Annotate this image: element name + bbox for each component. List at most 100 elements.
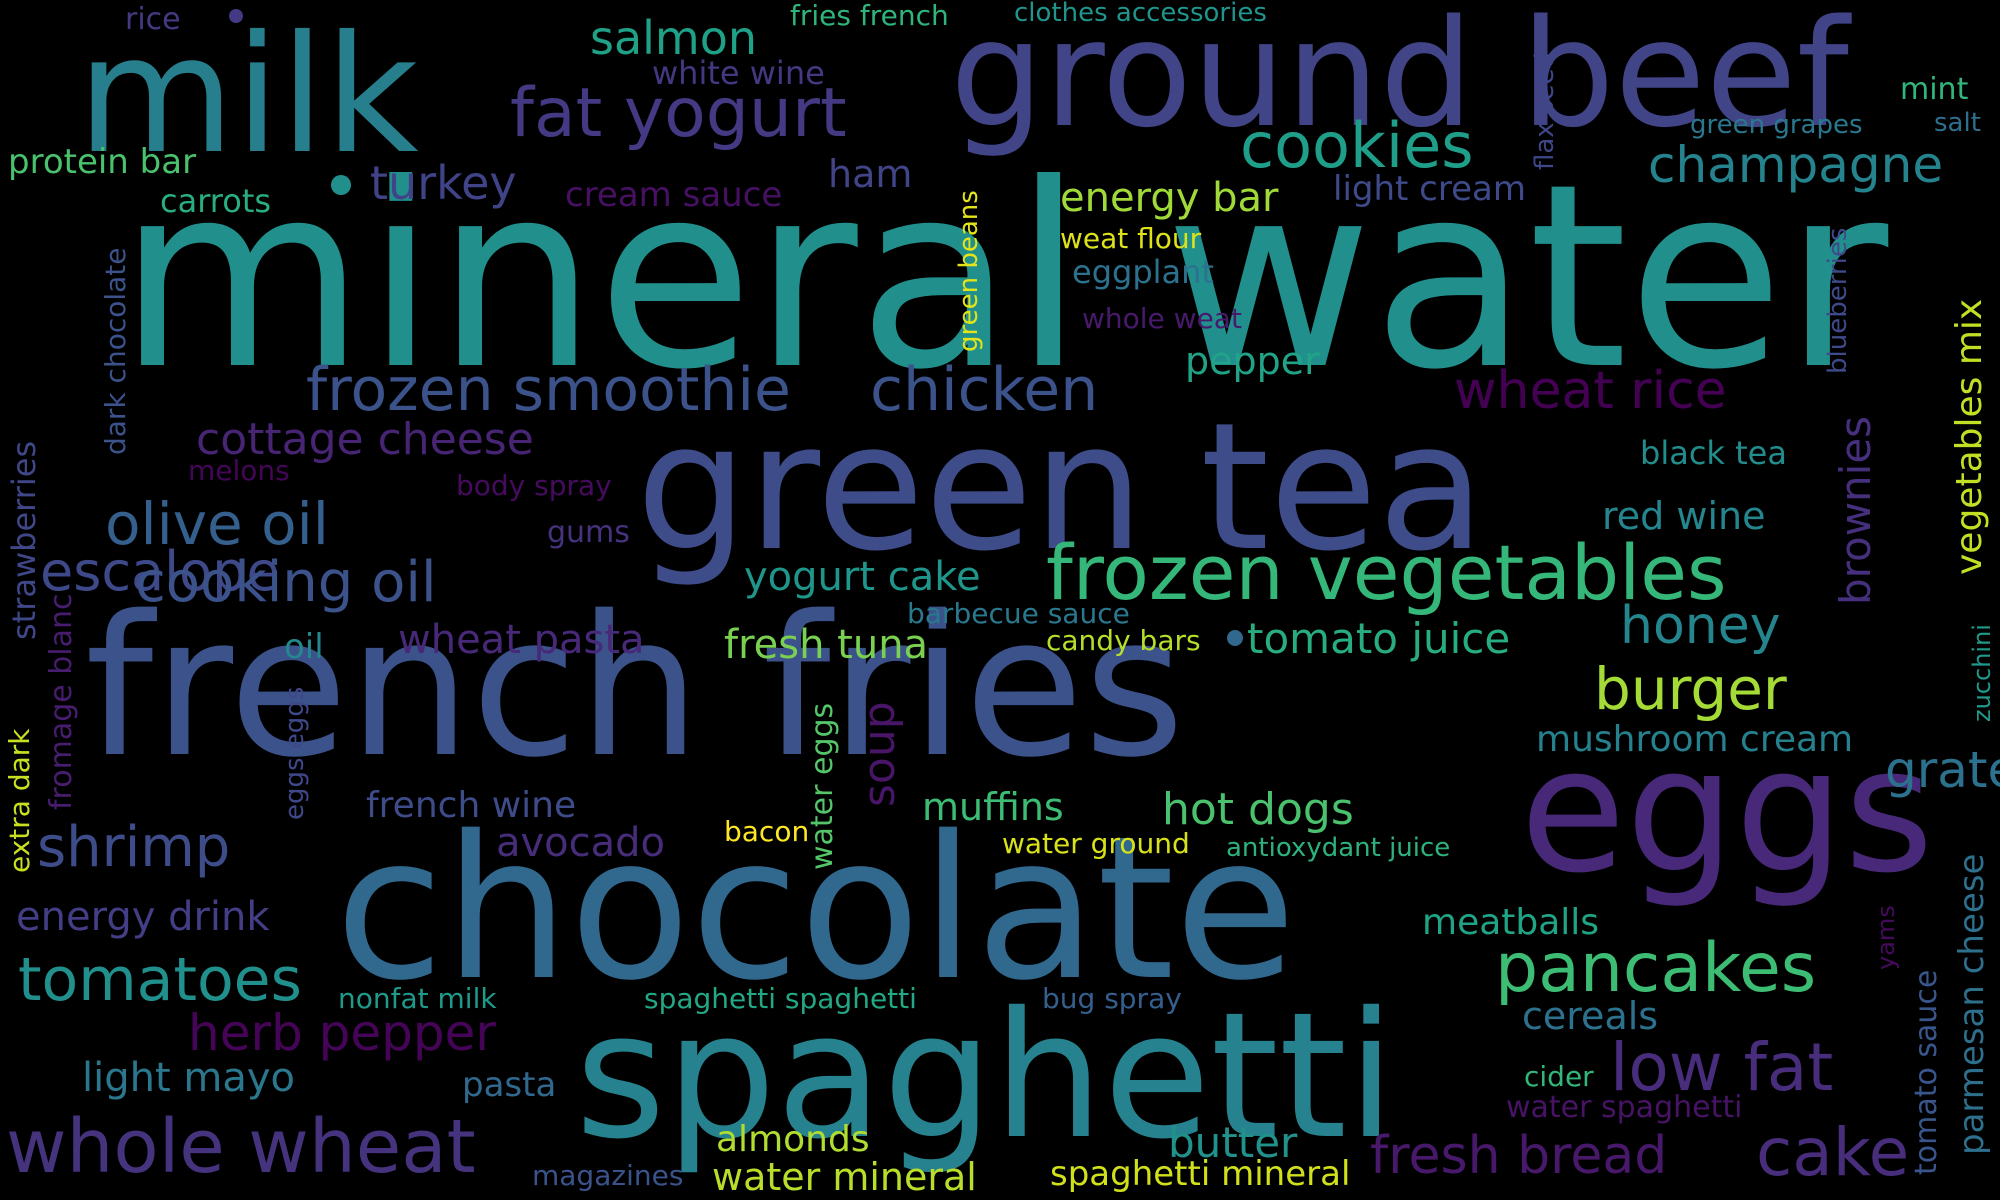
word-energy-drink: energy drink [16, 894, 270, 940]
word-antioxydant-juice: antioxydant juice [1226, 833, 1451, 863]
word-green-tea: green tea [636, 385, 1486, 590]
word-mineral-water: mineral water [118, 129, 1889, 425]
word-water-spaghetti: water spaghetti [1506, 1090, 1743, 1125]
word-chicken: chicken [870, 355, 1099, 425]
word-cloud-dot [331, 175, 351, 195]
word-eggplant: eggplant [1072, 253, 1214, 291]
word-oil: oil [284, 627, 324, 667]
word-honey: honey [1620, 596, 1781, 656]
word-spaghetti-mineral: spaghetti mineral [1050, 1154, 1351, 1194]
word-green-grapes: green grapes [1690, 110, 1863, 140]
word-carrots: carrots [160, 182, 272, 220]
word-water-ground: water ground [1002, 827, 1190, 860]
word-tomato-juice: tomato juice [1247, 614, 1511, 663]
word-pasta: pasta [462, 1065, 557, 1105]
word-zucchini: zucchini [1968, 624, 1996, 722]
word-yams: yams [1872, 905, 1900, 970]
word-spaghetti: spaghetti [575, 975, 1396, 1178]
word-fries-french: fries french [790, 0, 949, 32]
word-frozen-vegetables: frozen vegetables [1046, 528, 1727, 617]
word-gums: gums [547, 515, 630, 550]
word-protein-bar: protein bar [8, 142, 197, 182]
word-shrimp: shrimp [37, 815, 231, 880]
word-ground-beef: ground beef [950, 0, 1849, 160]
word-dark-chocolate: dark chocolate [99, 247, 132, 456]
word-tomato-sauce: tomato sauce [1909, 969, 1944, 1175]
word-weat-flour: weat flour [1060, 222, 1202, 255]
word-energy-bar: energy bar [1060, 175, 1279, 221]
word-bacon: bacon [724, 815, 810, 848]
word-turkey: turkey [370, 156, 517, 210]
word-fromage-blanc: fromage blanc [44, 593, 79, 810]
word-parmesan-cheese: parmesan cheese [1952, 853, 1992, 1155]
word-cloud-dot [1227, 630, 1243, 646]
word-melons: melons [188, 454, 290, 487]
word-muffins: muffins [922, 785, 1064, 829]
word-butter: butter [1168, 1118, 1298, 1167]
word-hot-dogs: hot dogs [1162, 784, 1354, 835]
word-light-cream: light cream [1333, 169, 1526, 209]
word-body-spray: body spray [456, 469, 612, 502]
word-vegetables-mix: vegetables mix [1949, 298, 1990, 575]
word-french-wine: french wine [366, 785, 577, 826]
word-almonds: almonds [716, 1119, 870, 1160]
word-milk: milk [77, 2, 419, 190]
word-magazines: magazines [532, 1159, 684, 1192]
word-cooking-oil: cooking oil [135, 550, 437, 615]
word-cereals: cereals [1522, 994, 1659, 1038]
word-avocado: avocado [496, 820, 666, 866]
word-burger: burger [1594, 655, 1787, 723]
word-champagne: champagne [1648, 136, 1944, 194]
word-salt: salt [1934, 108, 1981, 138]
word-whole-wheat: whole wheat [6, 1104, 476, 1190]
word-meatballs: meatballs [1422, 902, 1600, 943]
word-cream-sauce: cream sauce [565, 175, 783, 215]
word-tomatoes: tomatoes [18, 945, 302, 1015]
word-pancakes: pancakes [1495, 929, 1817, 1008]
word-black-tea: black tea [1640, 434, 1787, 472]
word-eggs-eggs: eggs eggs [280, 686, 310, 820]
word-french-fries: french fries [85, 574, 1185, 800]
word-water-mineral: water mineral [712, 1155, 977, 1199]
word-candy-bars: candy bars [1046, 624, 1201, 657]
word-escalope: escalope [40, 540, 280, 603]
word-white-wine: white wine [652, 54, 825, 92]
word-low-fat: low fat [1610, 1029, 1834, 1106]
word-cloud-dot [229, 9, 243, 23]
word-cake: cake [1756, 1114, 1910, 1191]
word-yogurt-cake: yogurt cake [744, 554, 981, 600]
word-bug-spray: bug spray [1042, 982, 1182, 1015]
word-spaghetti-spaghetti: spaghetti spaghetti [644, 982, 917, 1015]
word-mint: mint [1900, 72, 1969, 107]
word-herb-pepper: herb pepper [188, 1004, 496, 1062]
word-pepper: pepper [1185, 339, 1320, 383]
word-flax-seed: flax seed [1530, 51, 1560, 170]
word-clothes-accessories: clothes accessories [1014, 0, 1267, 28]
word-light-mayo: light mayo [82, 1055, 295, 1101]
word-grated-cheese: grated cheese [1885, 741, 2000, 799]
word-salmon: salmon [590, 11, 758, 65]
word-ham: ham [828, 152, 913, 196]
word-frozen-smoothie: frozen smoothie [306, 355, 791, 425]
word-nonfat-milk: nonfat milk [338, 982, 497, 1015]
word-barbecue-sauce: barbecue sauce [907, 597, 1130, 630]
word-rice: rice [125, 2, 181, 37]
word-wheat-pasta: wheat pasta [398, 617, 645, 663]
word-cookies: cookies [1240, 109, 1474, 182]
word-water-eggs: water eggs [805, 702, 840, 870]
word-strawberries: strawberries [5, 440, 43, 640]
word-fresh-tuna: fresh tuna [724, 622, 929, 668]
word-fresh-bread: fresh bread [1370, 1126, 1668, 1186]
word-olive-oil: olive oil [105, 490, 329, 558]
word-brownies: brownies [1831, 415, 1880, 605]
word-cottage-cheese: cottage cheese [196, 414, 534, 465]
word-extra-dark: extra dark [3, 728, 36, 873]
word-blueberries: blueberries [1823, 227, 1853, 374]
word-chocolate: chocolate [335, 793, 1297, 1024]
word-cider: cider [1524, 1060, 1594, 1093]
word-green-beans: green beans [954, 190, 984, 352]
word-red-wine: red wine [1602, 494, 1766, 538]
word-soup: soup [854, 701, 905, 807]
word-whole-weat: whole weat [1082, 302, 1242, 335]
